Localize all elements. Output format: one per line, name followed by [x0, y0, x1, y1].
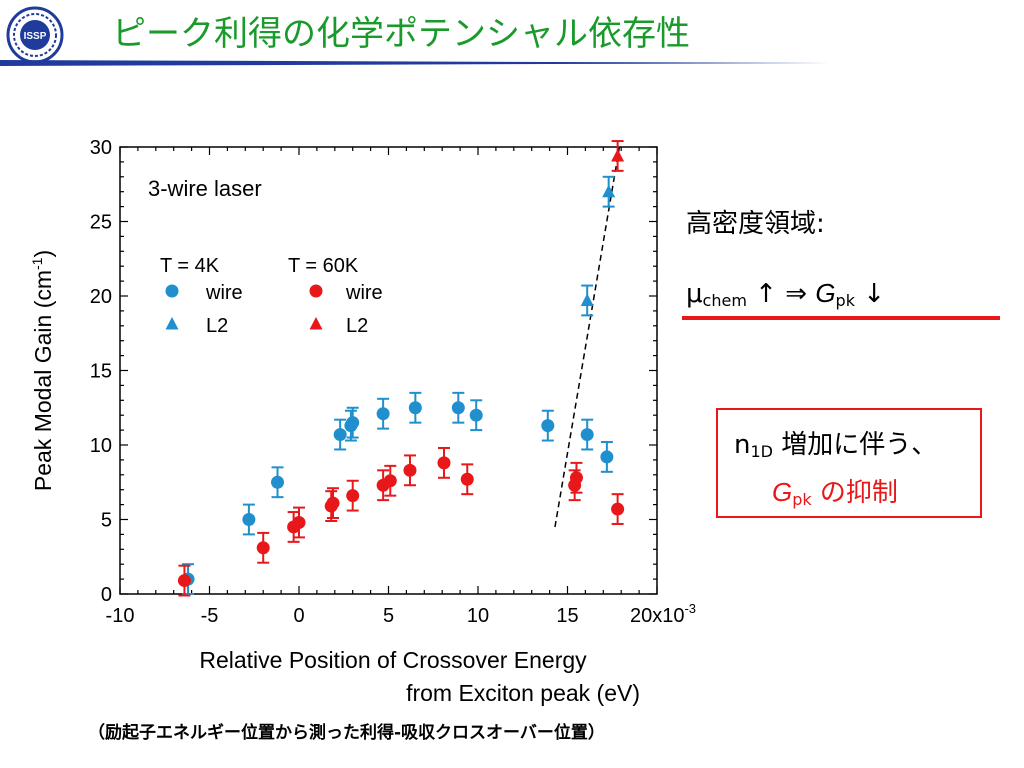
plot-frame	[119, 146, 658, 595]
callout-line2-text: の抑制	[811, 478, 898, 508]
panel-label: 3-wire laser	[148, 176, 262, 201]
data-point	[271, 475, 285, 489]
logo-text: ISSP	[24, 31, 47, 42]
data-point	[611, 148, 625, 162]
data-point	[408, 401, 422, 415]
gain-symbol: G	[815, 278, 836, 308]
data-point	[437, 456, 451, 470]
data-point	[541, 419, 555, 433]
implies-symbol: ⇒	[785, 279, 816, 309]
x-tick-label: 10	[467, 605, 489, 627]
density-symbol: n	[734, 430, 751, 460]
data-point	[292, 515, 306, 529]
x-tick-label: -10	[106, 605, 135, 627]
up-arrow: ↑	[746, 279, 786, 309]
gain-chart: -10 -5 0 5 10 15 20x10-3 0 5 10 15 20 25 30 Relative P…	[29, 137, 696, 706]
callout-gain-subscript: pk	[792, 490, 812, 509]
x-tick-label: 0	[293, 605, 304, 627]
data-point	[600, 450, 614, 464]
data-point	[602, 184, 616, 198]
callout-box: n1D 増加に伴う、 Gpk の抑制	[716, 408, 982, 518]
legend-label: L2	[346, 315, 368, 337]
y-axis-label-exponent: -1	[29, 257, 45, 270]
data-point	[326, 496, 340, 510]
x-axis-label-line2: from Exciton peak (eV)	[406, 680, 640, 706]
mu-symbol: μ	[686, 279, 703, 309]
callout-line1-text: 増加に伴う、	[772, 430, 938, 460]
data-point	[569, 471, 583, 485]
data-point	[177, 574, 191, 588]
mu-subscript: chem	[702, 291, 747, 310]
y-tick-label: 20	[90, 286, 112, 308]
data-point	[580, 293, 594, 306]
density-subscript: 1D	[750, 442, 773, 461]
x-tick-label: -5	[201, 605, 219, 627]
legend-marker	[165, 284, 179, 298]
data-point	[376, 407, 390, 421]
y-axis-label-close: )	[30, 250, 56, 258]
issp-logo: ISSP	[6, 6, 64, 64]
legend-marker	[309, 284, 323, 298]
y-tick-label: 15	[90, 361, 112, 383]
x-tick-label: 20x10-3	[630, 601, 696, 627]
callout-line1: n1D 増加に伴う、	[734, 424, 937, 461]
data-point	[580, 428, 594, 442]
legend-label: L2	[206, 315, 228, 337]
legend-marker	[165, 317, 179, 330]
x-tick-exponent: -3	[684, 601, 696, 616]
page-title: ピーク利得の化学ポテンシャル依存性	[112, 14, 690, 54]
data-point	[403, 463, 417, 477]
down-arrow: ↓	[854, 279, 886, 309]
y-tick-label: 25	[90, 212, 112, 234]
callout-gain-symbol: G	[772, 477, 793, 507]
legend-marker	[309, 317, 323, 330]
high-density-note: 高密度領域:	[686, 209, 825, 239]
y-tick-label: 30	[90, 137, 112, 159]
data-point	[346, 489, 360, 503]
callout-line2: Gpk の抑制	[772, 472, 898, 509]
data-point	[469, 408, 483, 422]
chart-caption: （励起子エネルギー位置から測った利得-吸収クロスオーバー位置）	[88, 723, 605, 743]
data-point	[256, 541, 270, 555]
guide-line	[554, 146, 621, 528]
data-point	[333, 428, 347, 442]
legend-label: wire	[205, 282, 243, 304]
chem-potential-note: μchem ↑ ⇒ Gpk ↓	[686, 278, 885, 310]
legend-label: wire	[345, 282, 383, 304]
data-point	[346, 416, 360, 430]
legend-header: T = 60K	[288, 255, 359, 277]
data-point	[242, 513, 256, 526]
x-axis-label-line1: Relative Position of Crossover Energy	[199, 647, 587, 673]
y-tick-label: 10	[90, 435, 112, 457]
title-rule	[0, 60, 830, 66]
data-point	[451, 401, 465, 415]
note-underline	[682, 316, 1000, 320]
gain-subscript: pk	[835, 291, 855, 310]
y-tick-label: 5	[101, 510, 112, 532]
x-tick-label: 5	[383, 605, 394, 627]
x-tick-label: 15	[556, 605, 578, 627]
y-tick-label: 0	[101, 584, 112, 606]
data-point	[611, 502, 625, 516]
data-point	[460, 472, 474, 486]
data-point	[383, 474, 397, 488]
legend-header: T = 4K	[160, 255, 220, 277]
y-axis-label: Peak Modal Gain (cm-1)	[29, 250, 56, 491]
